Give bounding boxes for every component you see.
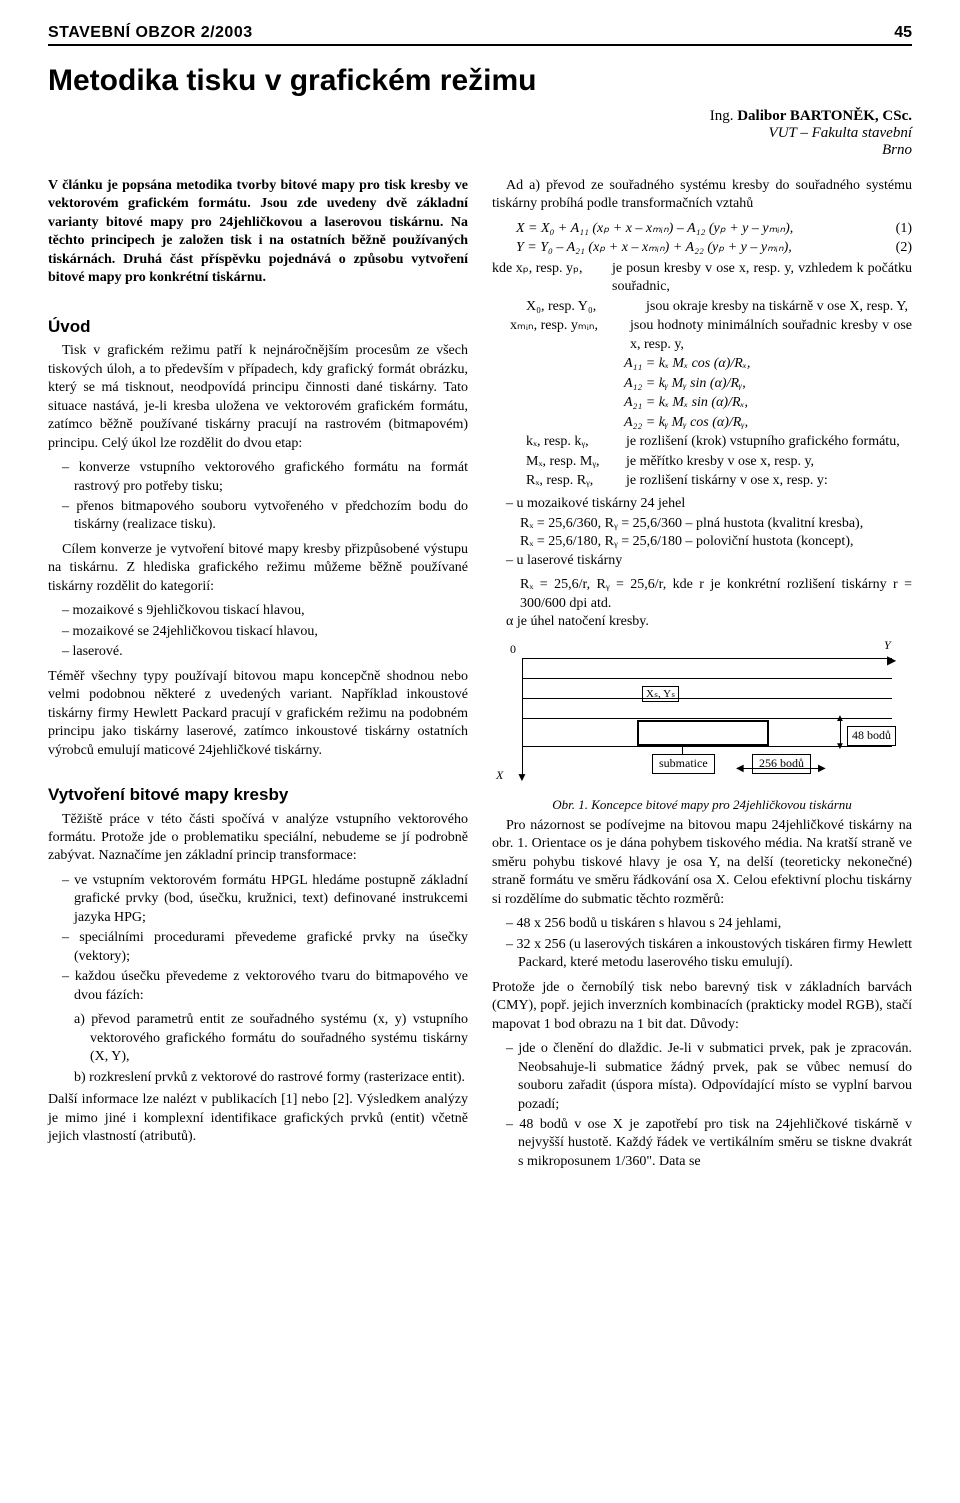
journal-name: STAVEBNÍ OBZOR 2/2003 (48, 24, 253, 42)
def-label: X₀, resp. Y₀, (492, 298, 646, 316)
article-title: Metodika tisku v grafickém režimu (48, 64, 912, 98)
bitmap-p1: Těžiště práce v této části spočívá v ana… (48, 811, 468, 866)
diagram-y-label: Y (884, 638, 891, 654)
post-fig-list: 48 x 256 bodů u tiskáren s hlavou s 24 j… (492, 915, 912, 972)
section-intro-heading: Úvod (48, 316, 468, 338)
diagram-x-label: X (496, 768, 503, 784)
def-text: je posun kresby v ose x, resp. y, vzhled… (612, 260, 912, 297)
list-item: 48 x 256 bodů u tiskáren s hlavou s 24 j… (506, 915, 912, 933)
author: Dalibor BARTONĚK, CSc. (737, 108, 912, 124)
def-text: je rozlišení (krok) vstupního grafického… (626, 433, 912, 451)
res-sub1-1: Rₓ = 25,6/180, Rᵧ = 25,6/180 – poloviční… (520, 533, 912, 551)
list-item: mozaikové se 24jehličkovou tiskací hlavo… (62, 623, 468, 641)
intro-p2: Cílem konverze je vytvoření bitové mapy … (48, 541, 468, 596)
sub-b: b) rozkreslení prvků z vektorové do rast… (74, 1069, 468, 1087)
diagram-256bodu: 256 bodů (752, 754, 811, 774)
author-prefix: Ing. (710, 108, 738, 124)
equation-2-num: (2) (896, 239, 912, 257)
intro-p1: Tisk v grafickém režimu patří k nejnároč… (48, 342, 468, 453)
def-text: je rozlišení tiskárny v ose x, resp. y: (626, 472, 912, 490)
def-label: Mₓ, resp. Mᵧ, (492, 453, 626, 471)
abstract: V článku je popsána metodika tvorby bito… (48, 177, 468, 288)
intro-p3: Téměř všechny typy používají bitovou map… (48, 668, 468, 760)
def-text: jsou hodnoty minimálních souřadnic kresb… (630, 317, 912, 354)
affiliation-line2: Brno (882, 142, 912, 158)
equation-1: X = X₀ + A₁₁ (xₚ + x – xₘᵢₙ) – A₁₂ (yₚ +… (492, 220, 793, 238)
list-item: laserové. (62, 643, 468, 661)
list-item: ve vstupním vektorovém formátu HPGL hled… (62, 872, 468, 927)
list-item: jde o členění do dlaždic. Je-li v submat… (506, 1040, 912, 1114)
diagram-48bodu: 48 bodů (847, 726, 896, 746)
list-item: u mozaikové tiskárny 24 jehel (506, 495, 912, 513)
list-item: speciálními procedurami převedeme grafic… (62, 929, 468, 966)
def-text: je měřítko kresby v ose x, resp. y, (626, 453, 912, 471)
post-fig-p1: Pro názornost se podívejme na bitovou ma… (492, 817, 912, 909)
list-item: mozaikové s 9jehličkovou tiskací hlavou, (62, 602, 468, 620)
list-item: 32 x 256 (u laserových tiskáren a inkous… (506, 936, 912, 973)
res-list: u mozaikové tiskárny 24 jehel (492, 495, 912, 513)
figure-1-caption: Obr. 1. Koncepce bitové mapy pro 24jehli… (492, 796, 912, 813)
affiliation-line1: VUT – Fakulta stavební (769, 125, 912, 141)
list-item: 48 bodů v ose X je zapotřebí pro tisk na… (506, 1116, 912, 1171)
list-item: konverze vstupního vektorového grafickéh… (62, 459, 468, 496)
diagram-xs-ys: Xₛ, Yₛ (642, 686, 679, 703)
bitmap-p2: Další informace lze nalézt v publikacích… (48, 1091, 468, 1146)
def-label: Rₓ, resp. Rᵧ, (492, 472, 626, 490)
list-item: přenos bitmapového souboru vytvořeného v… (62, 498, 468, 535)
equation-1-num: (1) (896, 220, 912, 238)
sub-eq: A₂₂ = kᵧ Mᵧ cos (α)/Rᵧ, (624, 414, 912, 432)
def-text: jsou okraje kresby na tiskárně v ose X, … (646, 298, 912, 316)
sub-a: a) převod parametrů entit ze souřadného … (74, 1011, 468, 1066)
alpha-line: α je úhel natočení kresby. (492, 613, 912, 631)
bitmap-list: ve vstupním vektorovém formátu HPGL hled… (48, 872, 468, 1005)
intro-list2: mozaikové s 9jehličkovou tiskací hlavou,… (48, 602, 468, 661)
def-label: kₓ, resp. kᵧ, (492, 433, 626, 451)
equation-2: Y = Y₀ – A₂₁ (xₚ + x – xₘᵢₙ) + A₂₂ (yₚ +… (492, 239, 792, 257)
def-label: xₘᵢₙ, resp. yₘᵢₙ, (492, 317, 630, 354)
diagram-submatice: submatice (652, 754, 715, 774)
def-label: kde xₚ, resp. yₚ, (492, 260, 612, 297)
post-fig-p2: Protože jde o černobílý tisk nebo barevn… (492, 979, 912, 1034)
figure-1: ▶ ▼ Xₛ, Yₛ 0 Y X (492, 642, 912, 813)
sub-eq: A₂₁ = kₓ Mₓ sin (α)/Rₓ, (624, 394, 912, 412)
page-number: 45 (894, 24, 912, 42)
post-fig-list2: jde o členění do dlaždic. Je-li v submat… (492, 1040, 912, 1171)
res-list2: u laserové tiskárny (492, 552, 912, 570)
sub-eq: A₁₁ = kₓ Mₓ cos (α)/Rₓ, (624, 355, 912, 373)
section-bitmap-heading: Vytvoření bitové mapy kresby (48, 784, 468, 806)
diagram-origin: 0 (510, 642, 516, 658)
intro-list: konverze vstupního vektorového grafickéh… (48, 459, 468, 535)
res-sub2-0: Rₓ = 25,6/r, Rᵧ = 25,6/r, kde r je konkr… (520, 576, 912, 613)
list-item: u laserové tiskárny (506, 552, 912, 570)
sub-eq: A₁₂ = kᵧ Mᵧ sin (α)/Rᵧ, (624, 375, 912, 393)
res-sub1-0: Rₓ = 25,6/360, Rᵧ = 25,6/360 – plná hust… (520, 515, 912, 533)
list-item: každou úsečku převedeme z vektorového tv… (62, 968, 468, 1005)
ad-a-lead: Ad a) převod ze souřadného systému kresb… (492, 177, 912, 214)
